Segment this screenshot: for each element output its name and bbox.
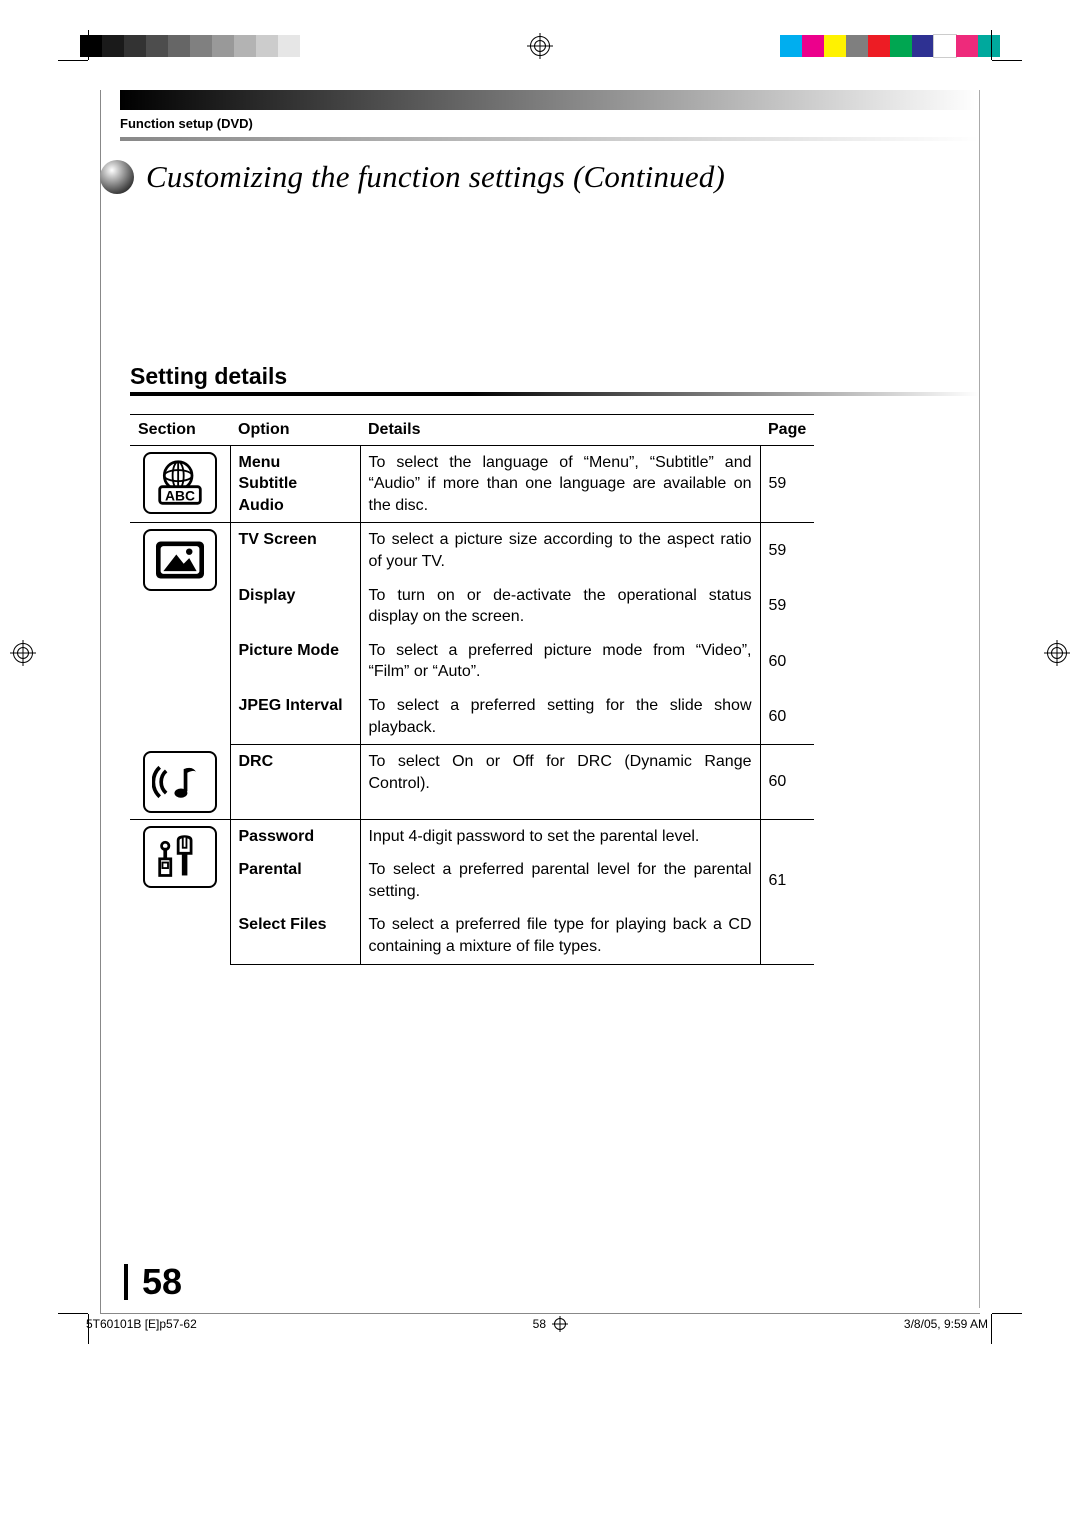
option-cell: Parental (230, 853, 360, 908)
details-cell: To select a picture size according to th… (360, 523, 760, 579)
page-cell: 59 (760, 523, 814, 579)
footer-page: 58 (533, 1317, 546, 1331)
color-calibration-bar (780, 35, 1000, 57)
page-cell: 60 (760, 634, 814, 689)
option-cell: Password (230, 819, 360, 853)
details-cell: To select On or Off for DRC (Dynamic Ran… (360, 745, 760, 820)
option-cell: MenuSubtitleAudio (230, 445, 360, 523)
registration-mark-top (527, 33, 553, 59)
col-header-section: Section (130, 415, 230, 446)
page: Function setup (DVD) Customizing the fun… (100, 90, 980, 1308)
crop-mark (992, 30, 1022, 60)
section-icon-cell: ABC (130, 445, 230, 523)
page-title: Customizing the function settings (Conti… (146, 159, 725, 195)
printer-marks-top (0, 34, 1080, 58)
registration-mark-footer (552, 1316, 568, 1332)
page-number: 58 (124, 1264, 182, 1300)
svg-text:ABC: ABC (165, 487, 195, 503)
page-cell: 59 (760, 445, 814, 523)
section-icon-cell (130, 523, 230, 745)
option-cell: Picture Mode (230, 634, 360, 689)
header-gradient-band (120, 90, 979, 110)
picture-icon (143, 529, 217, 591)
col-header-page: Page (760, 415, 814, 446)
col-header-details: Details (360, 415, 760, 446)
details-cell: To turn on or de-activate the operationa… (360, 579, 760, 634)
tools-icon (143, 826, 217, 888)
page-cell: 60 (760, 689, 814, 745)
header-gradient-thin (120, 137, 979, 141)
settings-table: Section Option Details Page ABC MenuSubti… (130, 414, 814, 965)
sphere-ornament-icon (100, 160, 134, 194)
footer-line: 5T60101B [E]p57-62 58 3/8/05, 9:59 AM (82, 1316, 998, 1332)
footer-file: 5T60101B [E]p57-62 (86, 1317, 197, 1331)
option-cell: Select Files (230, 908, 360, 964)
option-cell: TV Screen (230, 523, 360, 579)
details-cell: To select a preferred file type for play… (360, 908, 760, 964)
section-icon-cell (130, 819, 230, 964)
details-cell: To select a preferred setting for the sl… (360, 689, 760, 745)
globe-abc-icon: ABC (143, 452, 217, 514)
footer-timestamp: 3/8/05, 9:59 AM (904, 1317, 988, 1331)
details-cell: To select a preferred parental level for… (360, 853, 760, 908)
page-cell: 60 (760, 745, 814, 820)
note-icon (143, 751, 217, 813)
option-cell: Display (230, 579, 360, 634)
col-header-option: Option (230, 415, 360, 446)
details-cell: To select the language of “Menu”, “Subti… (360, 445, 760, 523)
breadcrumb: Function setup (DVD) (120, 116, 979, 131)
option-cell: DRC (230, 745, 360, 820)
page-edge-rule (100, 1313, 980, 1314)
page-cell (760, 819, 814, 853)
details-cell: To select a preferred picture mode from … (360, 634, 760, 689)
option-cell: JPEG Interval (230, 689, 360, 745)
page-cell (760, 908, 814, 964)
page-cell: 59 (760, 579, 814, 634)
details-cell: Input 4-digit password to set the parent… (360, 819, 760, 853)
registration-mark-right (1044, 640, 1070, 666)
page-cell: 61 (760, 853, 814, 908)
registration-mark-left (10, 640, 36, 666)
heading-underline (130, 392, 979, 396)
section-heading: Setting details (130, 363, 979, 390)
crop-mark (58, 30, 88, 60)
section-icon-cell (130, 745, 230, 820)
grayscale-calibration-bar (80, 35, 300, 57)
